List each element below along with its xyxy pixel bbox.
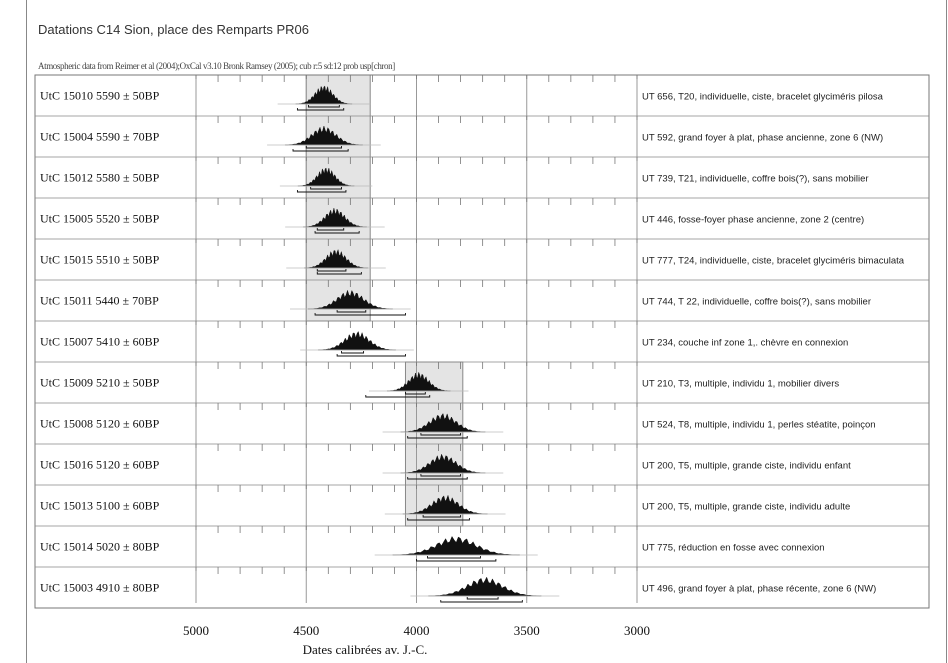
row-label: UtC 15005 5520 ± 50BP xyxy=(40,212,160,226)
range-68-bracket xyxy=(466,597,499,600)
probability-distribution xyxy=(392,535,520,556)
range-68-bracket xyxy=(308,105,340,108)
row-label: UtC 15010 5590 ± 50BP xyxy=(40,89,160,103)
probability-distribution xyxy=(386,371,451,392)
range-68-bracket xyxy=(420,433,462,436)
range-95-bracket xyxy=(407,477,468,480)
probability-distribution xyxy=(428,576,542,597)
probability-distribution xyxy=(302,208,367,228)
row-label: UtC 15011 5440 ± 70BP xyxy=(40,294,159,308)
probability-distribution xyxy=(317,330,397,351)
range-95-bracket xyxy=(292,149,349,152)
probability-distribution xyxy=(402,494,488,515)
range-95-bracket xyxy=(316,272,362,275)
range-68-bracket xyxy=(336,310,367,313)
row-description: UT 446, fosse-foyer phase ancienne, zone… xyxy=(642,215,864,226)
range-68-bracket xyxy=(405,392,426,395)
chart-title: Datations C14 Sion, place des Remparts P… xyxy=(38,22,309,37)
chart-subtitle: Atmospheric data from Reimer et al (2004… xyxy=(38,61,395,71)
row-description: UT 234, couche inf zone 1,. chèvre en co… xyxy=(642,338,848,349)
row-label: UtC 15012 5580 ± 50BP xyxy=(40,171,160,185)
row-description: UT 775, réduction en fosse avec connexio… xyxy=(642,543,825,554)
row-description: UT 777, T24, individuelle, ciste, bracel… xyxy=(642,256,905,267)
row-label: UtC 15015 5510 ± 50BP xyxy=(40,253,160,267)
range-95-bracket xyxy=(407,436,468,439)
range-95-bracket xyxy=(365,395,431,398)
x-tick-label: 4500 xyxy=(293,623,319,638)
row-description: UT 744, T 22, individuelle, coffre bois(… xyxy=(642,297,871,308)
range-95-bracket xyxy=(296,108,345,111)
table-border xyxy=(34,74,930,609)
probability-distribution xyxy=(304,248,369,269)
row-label: UtC 15013 5100 ± 60BP xyxy=(40,499,160,513)
probability-distribution xyxy=(307,289,393,310)
row-label: UtC 15008 5120 ± 60BP xyxy=(40,417,160,431)
x-tick-label: 3500 xyxy=(514,623,540,638)
range-68-bracket xyxy=(316,269,347,272)
x-tick-label: 5000 xyxy=(183,623,209,638)
range-68-bracket xyxy=(422,515,462,518)
row-label: UtC 15009 5210 ± 50BP xyxy=(40,376,160,390)
row-description: UT 496, grand foyer à plat, phase récent… xyxy=(642,584,876,595)
range-68-bracket xyxy=(427,556,481,559)
probability-distribution xyxy=(295,85,353,105)
probability-distribution xyxy=(400,413,486,433)
range-68-bracket xyxy=(310,187,342,190)
row-description: UT 200, T5, multiple, grande ciste, indi… xyxy=(642,461,851,472)
range-68-bracket xyxy=(341,351,365,354)
range-95-bracket xyxy=(416,559,497,562)
range-95-bracket xyxy=(314,231,360,234)
x-tick-label: 3000 xyxy=(624,623,650,638)
x-tick-label: 4000 xyxy=(404,623,430,638)
row-description: UT 200, T5, multiple, grande ciste, indi… xyxy=(642,502,850,513)
row-description: UT 739, T21, individuelle, coffre bois(?… xyxy=(642,174,869,185)
probability-distribution xyxy=(297,167,355,187)
probability-distribution xyxy=(400,453,486,474)
range-95-bracket xyxy=(314,313,406,316)
range-95-bracket xyxy=(296,190,347,193)
range-95-bracket xyxy=(440,600,523,603)
figure-frame xyxy=(26,0,947,663)
range-68-bracket xyxy=(316,228,345,231)
range-68-bracket xyxy=(420,474,462,477)
row-description: UT 210, T3, multiple, individu 1, mobili… xyxy=(642,379,839,390)
range-95-bracket xyxy=(336,354,406,357)
range-95-bracket xyxy=(407,518,470,521)
row-description: UT 656, T20, individuelle, ciste, bracel… xyxy=(642,92,884,103)
row-label: UtC 15004 5590 ± 70BP xyxy=(40,130,160,144)
row-description: UT 592, grand foyer à plat, phase ancien… xyxy=(642,133,883,144)
range-68-bracket xyxy=(305,146,342,149)
probability-distribution xyxy=(284,125,363,146)
row-label: UtC 15014 5020 ± 80BP xyxy=(40,540,160,554)
row-label: UtC 15016 5120 ± 60BP xyxy=(40,458,160,472)
row-label: UtC 15007 5410 ± 60BP xyxy=(40,335,160,349)
row-description: UT 524, T8, multiple, individu 1, perles… xyxy=(642,420,876,431)
row-label: UtC 15003 4910 ± 80BP xyxy=(40,581,160,595)
x-axis-label: Dates calibrées av. J.-C. xyxy=(303,642,428,657)
